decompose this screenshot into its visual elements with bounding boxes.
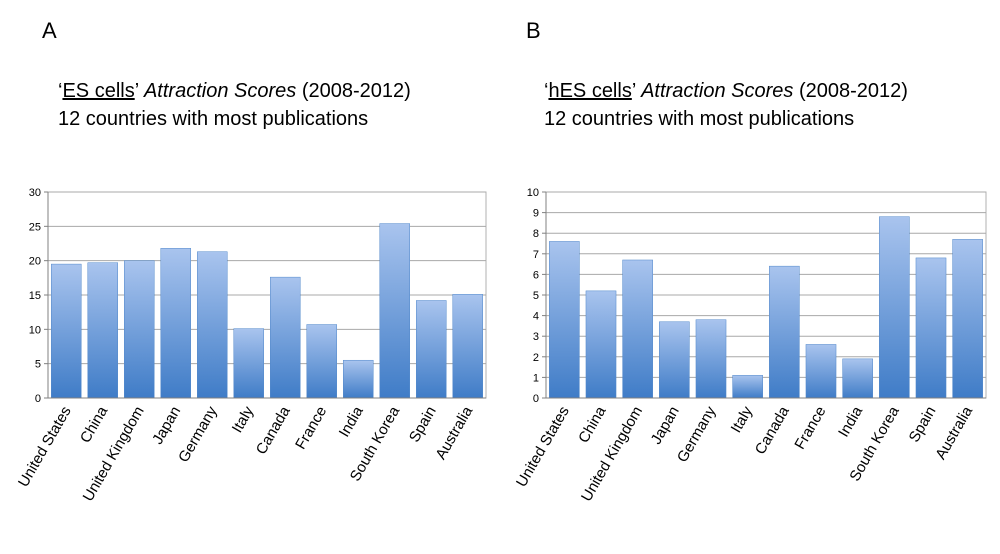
bar <box>879 216 910 399</box>
x-tick-label: Canada <box>253 403 294 458</box>
title-quote-open: ‘ <box>544 80 549 102</box>
x-tick-label: United States <box>15 404 75 490</box>
x-tick-label: Spain <box>906 404 940 446</box>
title-quote-close: ’ <box>134 80 144 102</box>
bar <box>695 319 727 399</box>
title-line: ‘hES cells’ Attraction Scores (2008-2012… <box>544 77 908 105</box>
bar <box>805 344 837 399</box>
y-tick-label: 7 <box>533 249 539 261</box>
bar <box>197 251 228 399</box>
bar <box>732 375 763 399</box>
x-tick-label: France <box>292 404 330 453</box>
bar <box>915 257 947 399</box>
y-tick-label: 20 <box>29 256 41 268</box>
y-tick-label: 5 <box>35 359 41 371</box>
y-tick-label: 1 <box>533 372 539 384</box>
x-tick-label: Japan <box>149 404 184 448</box>
x-tick-label: France <box>791 404 829 453</box>
bar <box>416 300 447 399</box>
y-tick-label: 25 <box>29 221 41 233</box>
title-line: ‘ES cells’ Attraction Scores (2008-2012) <box>58 77 411 105</box>
panel-b: B ‘hES cells’ Attraction Scores (2008-20… <box>500 0 1000 554</box>
title-italic: Attraction Scores <box>641 80 794 102</box>
y-tick-label: 4 <box>533 311 539 323</box>
chart-subtitle: 12 countries with most publications <box>58 108 369 130</box>
bar <box>306 324 337 399</box>
title-italic: Attraction Scores <box>143 80 297 102</box>
panel-letter: B <box>526 18 541 43</box>
bar <box>769 265 800 399</box>
bar <box>124 260 155 399</box>
bar <box>160 248 191 399</box>
panel-a: A ‘ES cells’ Attraction Scores (2008-201… <box>15 18 487 504</box>
bar <box>51 263 82 399</box>
bar <box>452 294 483 399</box>
y-tick-label: 30 <box>29 187 41 199</box>
y-tick-label: 3 <box>533 331 539 343</box>
y-tick-label: 6 <box>533 269 539 281</box>
y-tick-label: 10 <box>29 324 41 336</box>
y-tick-label: 10 <box>527 187 539 199</box>
bar <box>952 239 983 399</box>
bar <box>549 241 580 399</box>
title-years: (2008-2012) <box>793 80 908 102</box>
title-term: ES cells <box>62 80 135 102</box>
y-tick-label: 0 <box>533 393 539 405</box>
title-years: (2008-2012) <box>296 80 411 102</box>
x-tick-label: United States <box>513 404 573 490</box>
bar <box>233 328 264 399</box>
x-tick-label: Italy <box>728 403 757 436</box>
x-tick-label: Canada <box>752 403 793 458</box>
x-tick-label: Japan <box>648 404 683 448</box>
bar <box>622 259 653 399</box>
y-tick-label: 15 <box>29 290 41 302</box>
title-quote-close: ’ <box>631 80 642 102</box>
bar <box>343 359 374 399</box>
x-tick-label: China <box>575 403 610 446</box>
x-tick-label: China <box>77 403 112 446</box>
bar <box>379 223 410 399</box>
y-tick-label: 8 <box>533 228 539 240</box>
y-tick-label: 2 <box>533 352 539 364</box>
y-tick-label: 9 <box>533 208 539 220</box>
y-tick-label: 5 <box>533 290 539 302</box>
bar <box>270 276 301 399</box>
chart-subtitle: 12 countries with most publications <box>544 108 855 130</box>
bar <box>87 262 118 399</box>
y-tick-label: 0 <box>35 393 41 405</box>
panel-letter: A <box>42 18 57 43</box>
title-term: hES cells <box>548 80 632 102</box>
chart-title: ‘hES cells’ Attraction Scores (2008-2012… <box>544 77 908 133</box>
bar <box>585 290 617 399</box>
title-quote-open: ‘ <box>58 80 63 102</box>
bar <box>842 358 873 399</box>
chart-title: ‘ES cells’ Attraction Scores (2008-2012)… <box>58 77 411 133</box>
bar <box>659 321 690 399</box>
x-tick-label: India <box>336 403 367 440</box>
x-tick-label: India <box>835 403 866 440</box>
x-tick-label: Italy <box>229 403 258 436</box>
x-tick-label: Spain <box>406 404 440 446</box>
